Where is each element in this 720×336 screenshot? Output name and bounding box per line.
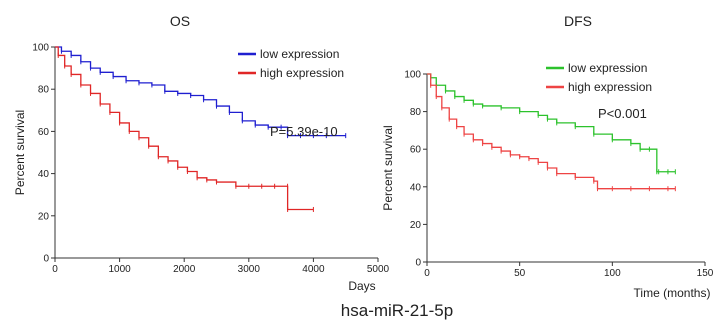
y-tick-label: 0 [415,258,421,269]
legend-label-low-expression: low expression [568,61,647,75]
y-axis-label: Percent survival [381,125,395,210]
chart-title: OS [170,13,190,29]
y-tick-label: 20 [38,211,50,222]
x-tick-label: 50 [514,268,526,279]
y-axis-label: Percent survival [13,110,27,195]
x-axis-label: Time (months) [634,286,711,300]
y-tick-label: 100 [32,43,49,54]
y-tick-label: 40 [410,182,422,193]
y-tick-label: 0 [43,254,49,265]
x-tick-label: 5000 [367,264,390,275]
x-axis-label: Days [348,279,375,293]
y-tick-label: 60 [38,127,50,138]
x-tick-label: 3000 [238,264,261,275]
p-value-label: P=5.39e-10 [270,124,338,139]
chart-title: DFS [564,13,592,29]
dfs-chart: DFS 0 20 40 60 80 100 0 50 100 150 Percent survival… [381,13,714,300]
x-tick-label: 1000 [108,264,131,275]
y-tick-label: 100 [404,70,421,81]
y-tick-label: 20 [410,220,422,231]
figure-caption: hsa-miR-21-5p [341,301,453,320]
x-tick-label: 2000 [173,264,196,275]
x-tick-label: 150 [697,268,714,279]
x-tick-label: 4000 [302,264,325,275]
y-tick-label: 80 [38,85,50,96]
y-tick-label: 60 [410,145,422,156]
legend-label-low-expression: low expression [260,47,339,61]
x-tick-label: 100 [604,268,621,279]
p-value-label: P<0.001 [598,106,647,121]
legend-label-high-expression: high expression [260,66,344,80]
x-tick-label: 0 [424,268,430,279]
y-tick-label: 40 [38,169,50,180]
legend-label-high-expression: high expression [568,80,652,94]
x-tick-label: 0 [52,264,58,275]
y-tick-label: 80 [410,107,422,118]
